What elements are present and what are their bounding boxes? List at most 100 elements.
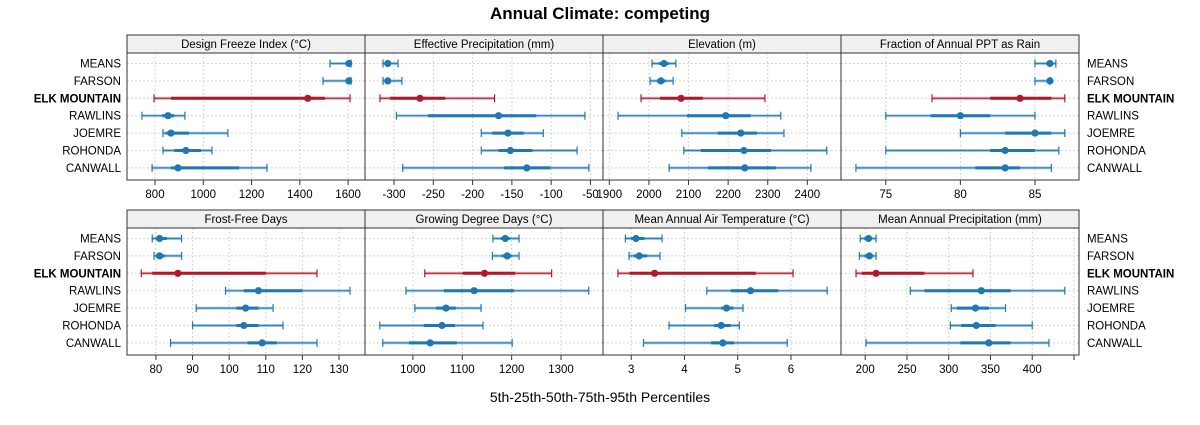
- panel-title: Effective Precipitation (mm): [414, 39, 555, 51]
- x-tick-label: 300: [939, 364, 958, 376]
- x-tick-label: 350: [981, 364, 1000, 376]
- category-label-right: ELK MOUNTAIN: [1087, 93, 1174, 105]
- median-point: [740, 146, 748, 155]
- median-point: [741, 164, 749, 172]
- median-point: [480, 269, 489, 277]
- x-tick-label: 1200: [239, 189, 265, 201]
- x-tick-label: 800: [145, 189, 164, 201]
- category-label-left: MEANS: [80, 234, 121, 246]
- category-label-left: CANWALL: [66, 163, 122, 175]
- x-tick-label: 80: [954, 189, 967, 201]
- median-point: [657, 77, 665, 85]
- x-tick-label: -300: [383, 189, 406, 201]
- median-point: [182, 146, 190, 155]
- median-point: [523, 164, 531, 172]
- median-point: [242, 304, 250, 312]
- category-label-right: ROHONDA: [1087, 146, 1146, 158]
- median-point: [174, 164, 182, 172]
- median-point: [865, 252, 873, 260]
- x-tick-label: 120: [293, 364, 312, 376]
- median-point: [438, 321, 446, 330]
- median-point: [677, 94, 685, 102]
- median-point: [872, 269, 880, 277]
- median-point: [416, 94, 424, 102]
- panel-title: Fraction of Annual PPT as Rain: [880, 39, 1040, 51]
- x-tick-label: -100: [540, 189, 563, 201]
- panel-title: Elevation (m): [688, 39, 756, 51]
- x-tick-label: 3: [628, 364, 634, 376]
- category-label-left: ROHONDA: [62, 146, 121, 158]
- x-tick-label: 1000: [190, 189, 216, 201]
- category-label-left: JOEMRE: [73, 128, 121, 140]
- category-label-right: CANWALL: [1087, 338, 1143, 350]
- median-point: [304, 94, 312, 102]
- category-label-right: ELK MOUNTAIN: [1087, 268, 1174, 280]
- median-point: [470, 287, 478, 295]
- panel-title: Mean Annual Precipitation (mm): [878, 214, 1042, 226]
- median-point: [506, 146, 514, 155]
- category-label-right: RAWLINS: [1087, 111, 1139, 123]
- x-tick-label: 85: [1029, 189, 1042, 201]
- median-point: [717, 321, 725, 330]
- category-label-right: FARSON: [1087, 251, 1134, 263]
- category-label-left: ROHONDA: [62, 321, 121, 333]
- median-point: [956, 112, 964, 120]
- median-point: [167, 129, 175, 137]
- category-label-left: FARSON: [74, 251, 121, 263]
- x-tick-label: 110: [257, 364, 275, 376]
- median-point: [254, 287, 263, 295]
- median-point: [345, 77, 353, 85]
- panel-title: Growing Degree Days (°C): [416, 214, 553, 226]
- category-label-right: CANWALL: [1087, 163, 1143, 175]
- median-point: [258, 339, 266, 347]
- x-tick-label: -50: [582, 189, 599, 201]
- x-tick-label: 75: [879, 189, 892, 201]
- category-label-left: MEANS: [80, 59, 121, 71]
- x-tick-label: -150: [500, 189, 523, 201]
- category-label-left: CANWALL: [66, 338, 122, 350]
- panel-title: Mean Annual Air Temperature (°C): [634, 214, 809, 226]
- x-tick-label: 130: [329, 364, 348, 376]
- median-point: [164, 112, 172, 120]
- median-point: [1031, 129, 1039, 137]
- x-tick-label: 1300: [548, 364, 574, 376]
- median-point: [985, 339, 993, 347]
- category-label-left: RAWLINS: [69, 286, 121, 298]
- category-label-left: FARSON: [74, 76, 121, 88]
- median-point: [722, 112, 730, 120]
- category-label-left: ELK MOUNTAIN: [34, 268, 121, 280]
- x-tick-label: -250: [422, 189, 445, 201]
- category-label-right: FARSON: [1087, 76, 1134, 88]
- median-point: [384, 59, 392, 68]
- chart-title: Annual Climate: competing: [489, 4, 711, 23]
- x-tick-label: 200: [856, 364, 875, 376]
- median-point: [660, 59, 668, 68]
- median-point: [1046, 77, 1054, 85]
- x-tick-label: 2300: [755, 189, 781, 201]
- median-point: [426, 339, 434, 347]
- median-point: [635, 252, 643, 260]
- x-tick-label: 80: [150, 364, 163, 376]
- x-tick-label: 2400: [795, 189, 821, 201]
- median-point: [977, 287, 985, 295]
- panel-border: [840, 227, 1080, 356]
- median-point: [632, 234, 640, 243]
- x-tick-label: 90: [186, 364, 199, 376]
- x-axis-label: 5th-25th-50th-75th-95th Percentiles: [489, 389, 711, 405]
- x-tick-label: 5: [735, 364, 741, 376]
- median-point: [1016, 94, 1024, 102]
- x-tick-label: 4: [681, 364, 688, 376]
- x-tick-label: 250: [897, 364, 916, 376]
- category-label-right: RAWLINS: [1087, 286, 1139, 298]
- median-point: [737, 129, 745, 137]
- x-tick-label: 6: [788, 364, 794, 376]
- median-point: [155, 234, 164, 243]
- median-point: [1001, 164, 1009, 172]
- x-tick-label: -200: [461, 189, 484, 201]
- median-point: [345, 59, 353, 68]
- median-point: [174, 269, 182, 277]
- x-tick-label: 400: [1023, 364, 1042, 376]
- x-tick-label: 1400: [287, 189, 313, 201]
- category-label-right: JOEMRE: [1087, 303, 1135, 315]
